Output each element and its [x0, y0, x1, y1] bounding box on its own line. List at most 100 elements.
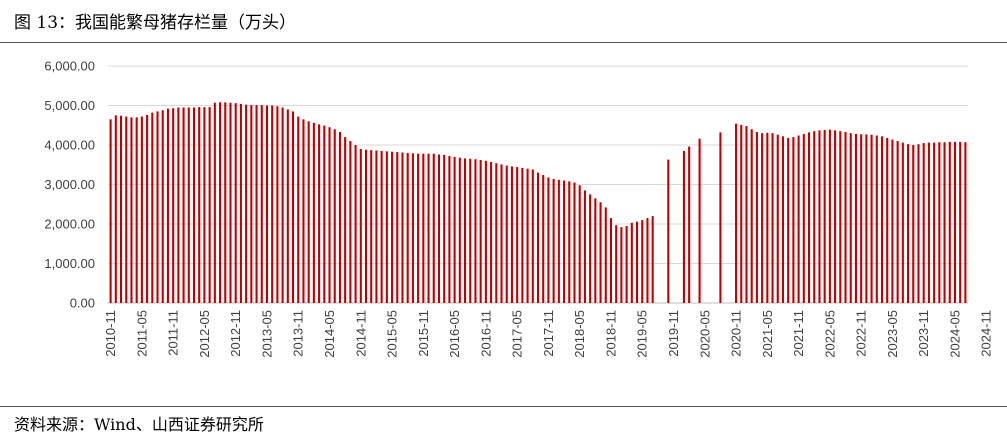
bar: [912, 145, 915, 303]
bar: [563, 180, 566, 303]
bar: [276, 106, 279, 303]
bottom-rule: [0, 406, 1007, 407]
bar: [427, 153, 430, 303]
y-tick-label: 2,000.00: [44, 217, 95, 232]
x-tick-label: 2011-11: [166, 310, 181, 356]
bar: [203, 107, 206, 303]
x-tick-label: 2013-11: [291, 310, 306, 357]
x-tick-label: 2018-11: [603, 310, 618, 357]
bar: [281, 107, 284, 303]
x-tick-label: 2019-05: [635, 310, 650, 358]
bar: [682, 150, 685, 303]
bar: [432, 153, 435, 303]
bar: [688, 146, 691, 303]
bar: [161, 110, 164, 304]
x-tick-label: 2012-11: [228, 310, 243, 357]
bar: [641, 220, 644, 303]
x-tick-label: 2020-05: [697, 310, 712, 358]
x-tick-label: 2012-05: [197, 310, 212, 358]
bar: [224, 102, 227, 303]
x-tick-label: 2015-11: [416, 310, 431, 357]
bar: [375, 150, 378, 303]
bar: [130, 117, 133, 303]
bar: [646, 218, 649, 303]
bar: [860, 134, 863, 303]
bar: [698, 138, 701, 303]
bar: [172, 108, 175, 303]
bar: [208, 107, 211, 303]
bar: [875, 135, 878, 303]
x-tick-label: 2023-05: [885, 310, 900, 358]
x-tick-label: 2020-11: [729, 310, 744, 357]
bar: [917, 144, 920, 303]
bar: [271, 105, 274, 303]
x-tick-label: 2018-05: [572, 310, 587, 358]
bar: [802, 133, 805, 303]
bar: [750, 129, 753, 303]
bar: [807, 132, 811, 303]
x-tick-label: 2021-11: [791, 310, 806, 357]
bar: [552, 178, 555, 303]
bar: [448, 156, 451, 303]
bar: [291, 111, 295, 303]
chart: 0.00 1,000.00 2,000.00 3,000.00 4,000.00 5,00…: [44, 59, 993, 358]
bar: [484, 160, 487, 303]
y-tick-label: 0.00: [70, 296, 95, 311]
bar: [828, 129, 831, 303]
bar: [938, 142, 941, 303]
bar: [536, 172, 540, 303]
bar: [333, 129, 336, 303]
bar: [901, 142, 904, 303]
bar: [406, 152, 409, 303]
bar: [766, 132, 769, 303]
bar: [516, 167, 519, 303]
y-tick-label: 3,000.00: [44, 177, 95, 192]
bar: [255, 105, 258, 303]
bar: [849, 133, 852, 303]
bar: [870, 134, 873, 303]
bar: [328, 127, 331, 303]
x-tick-label: 2023-11: [916, 310, 931, 357]
bar: [401, 152, 404, 303]
bar: [219, 102, 222, 303]
bar: [146, 114, 149, 303]
bar: [391, 151, 394, 303]
bar: [245, 104, 248, 304]
bar: [213, 102, 216, 303]
y-tick-label: 4,000.00: [44, 138, 95, 153]
bar: [177, 107, 180, 303]
x-tick-label: 2013-05: [259, 310, 274, 358]
bar: [609, 218, 613, 303]
y-tick-label: 1,000.00: [44, 256, 95, 271]
bar: [787, 137, 790, 303]
bar: [959, 141, 962, 303]
bar: [880, 136, 884, 303]
bar: [719, 132, 722, 303]
x-tick-label: 2019-11: [666, 310, 681, 357]
bar: [192, 107, 196, 303]
bar: [359, 148, 362, 303]
bar: [865, 134, 868, 303]
bar: [510, 166, 513, 303]
bar: [834, 130, 837, 303]
bar: [411, 153, 414, 303]
bar: [187, 107, 190, 303]
bar: [568, 181, 571, 303]
bar: [771, 133, 774, 303]
bar: [297, 116, 300, 303]
bar: [354, 145, 357, 303]
x-tick-label: 2022-11: [854, 310, 869, 357]
bar: [547, 177, 550, 303]
bar: [526, 168, 529, 303]
x-tick-label: 2015-05: [385, 310, 400, 358]
bar: [114, 115, 117, 303]
bar: [776, 134, 779, 303]
bar: [797, 135, 800, 303]
x-tick-label: 2024-05: [947, 310, 962, 358]
bar: [364, 149, 368, 303]
bar: [740, 124, 743, 303]
x-tick-label: 2017-05: [510, 310, 525, 358]
bar: [370, 150, 373, 303]
bar: [234, 103, 237, 303]
bar: [933, 142, 936, 303]
